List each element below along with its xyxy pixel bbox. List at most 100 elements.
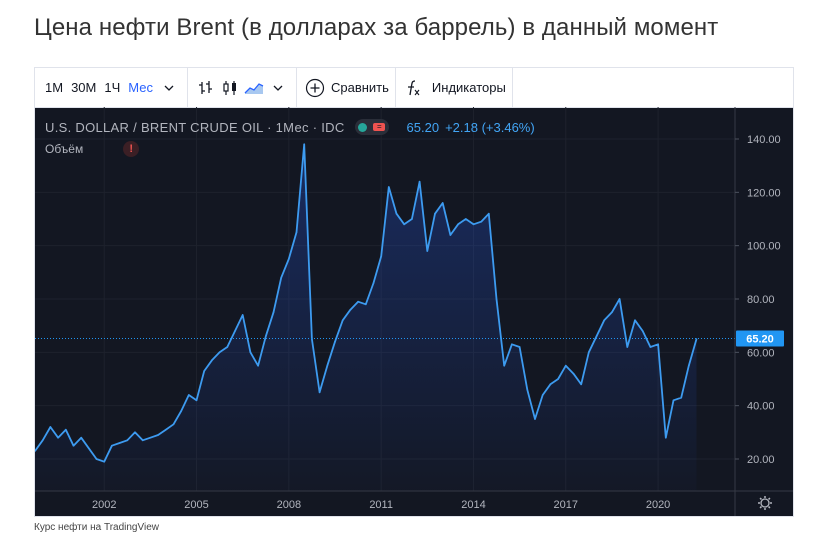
price-point <box>418 180 421 183</box>
price-point <box>518 346 521 348</box>
price-point <box>649 346 652 348</box>
price-point <box>172 423 175 426</box>
legend: U.S. DOLLAR / BRENT CRUDE OIL · 1Мес · I… <box>45 118 535 136</box>
price-point <box>265 335 267 338</box>
brent-price-chart[interactable]: 20.00 40.00 60.00 80.00 100.00 120.00 140.00 20… <box>34 107 793 516</box>
price-point <box>72 444 75 447</box>
price-point <box>595 335 598 338</box>
price-point <box>672 399 675 402</box>
legend-toggle[interactable]: = <box>354 119 389 135</box>
price-point <box>503 364 506 367</box>
x-tick-label: 2002 <box>92 499 116 511</box>
price-point <box>249 351 252 354</box>
price-point <box>203 370 205 372</box>
y-tick-label: 20.00 <box>747 454 775 466</box>
y-tick-label: 60.00 <box>747 347 775 359</box>
price-point <box>695 338 698 340</box>
price-point <box>488 212 490 215</box>
y-tick-label: 80.00 <box>747 294 775 306</box>
price-area <box>35 144 697 492</box>
bar-style-icon[interactable] <box>196 78 216 98</box>
indicators-button[interactable]: Индикаторы <box>396 68 513 107</box>
price-point <box>80 436 82 439</box>
price-point <box>188 394 190 396</box>
market-open-icon <box>357 122 367 132</box>
warning-icon[interactable]: ! <box>123 141 140 157</box>
x-tick-label: 2017 <box>554 499 578 511</box>
volume-label: Объём <box>45 142 84 156</box>
price-point <box>88 447 90 450</box>
chart-style-group <box>188 68 297 107</box>
price-point <box>218 351 221 354</box>
x-tick-label: 2011 <box>369 499 393 511</box>
price-point <box>472 223 475 226</box>
fx-icon <box>404 78 424 98</box>
price-point <box>549 383 552 386</box>
price-point <box>480 220 483 223</box>
price-point <box>280 276 282 279</box>
price-point <box>41 439 44 442</box>
price-point <box>534 418 536 420</box>
price-point <box>165 428 167 431</box>
price-point <box>388 186 390 188</box>
price-point <box>134 431 136 434</box>
price-point <box>565 364 567 367</box>
price-point <box>457 223 459 226</box>
interval-group: 1М 30М 1Ч Мес <box>35 68 188 107</box>
legend-change: +2.18 (+3.46%) <box>445 119 535 135</box>
indicators-label: Индикаторы <box>431 80 506 95</box>
y-tick-label: 120.00 <box>747 187 781 199</box>
price-point <box>372 282 375 284</box>
interval-30m-button[interactable]: 30М <box>71 80 97 95</box>
price-point <box>588 351 590 354</box>
price-point <box>665 436 667 439</box>
price-point <box>234 330 236 332</box>
chevron-down-icon[interactable] <box>268 78 288 98</box>
price-point <box>357 300 359 303</box>
volume-legend: Объём ! <box>45 141 140 157</box>
chevron-down-icon[interactable] <box>159 78 179 98</box>
price-point <box>618 298 621 300</box>
compare-button[interactable]: Сравнить <box>297 68 396 107</box>
chart-area[interactable]: 20.00 40.00 60.00 80.00 100.00 120.00 140.00 20… <box>34 107 793 516</box>
chart-toolbar: 1М 30М 1Ч Мес Срав <box>35 68 793 108</box>
chart-widget: 1М 30М 1Ч Мес Срав <box>34 67 794 517</box>
price-point <box>680 396 682 399</box>
price-point <box>511 343 513 346</box>
price-point <box>288 258 290 260</box>
price-point <box>411 218 413 220</box>
interval-1m-button[interactable]: 1М <box>45 80 64 95</box>
price-point <box>149 436 152 439</box>
interval-month-button[interactable]: Мес <box>128 80 153 95</box>
price-point <box>465 218 467 220</box>
price-point <box>688 364 690 367</box>
price-point <box>241 314 244 316</box>
price-point <box>211 359 213 362</box>
price-point <box>318 391 321 394</box>
price-point <box>341 319 344 322</box>
price-point <box>580 383 582 386</box>
price-point <box>657 343 659 346</box>
x-tick-label: 2008 <box>277 499 301 511</box>
price-point <box>180 410 182 412</box>
price-point <box>526 388 529 391</box>
settings-gear-icon[interactable] <box>758 496 772 510</box>
price-point <box>403 223 406 226</box>
area-style-icon[interactable] <box>244 78 264 98</box>
plus-circle-icon <box>305 78 325 98</box>
x-tick-label: 2014 <box>461 499 485 511</box>
price-point <box>365 303 367 306</box>
price-point <box>380 255 383 258</box>
price-point <box>195 399 198 402</box>
price-point <box>226 346 229 348</box>
footer-credit[interactable]: Курс нефти на TradingView <box>34 522 159 533</box>
price-point <box>295 231 298 234</box>
price-point <box>626 346 629 348</box>
candle-style-icon[interactable] <box>220 78 240 98</box>
symbol-label[interactable]: U.S. DOLLAR / BRENT CRUDE OIL · 1Мес · I… <box>45 119 345 135</box>
price-point <box>557 378 559 380</box>
price-point <box>572 372 575 375</box>
interval-1h-button[interactable]: 1Ч <box>104 80 121 95</box>
price-point <box>634 319 636 322</box>
price-point <box>395 212 398 215</box>
